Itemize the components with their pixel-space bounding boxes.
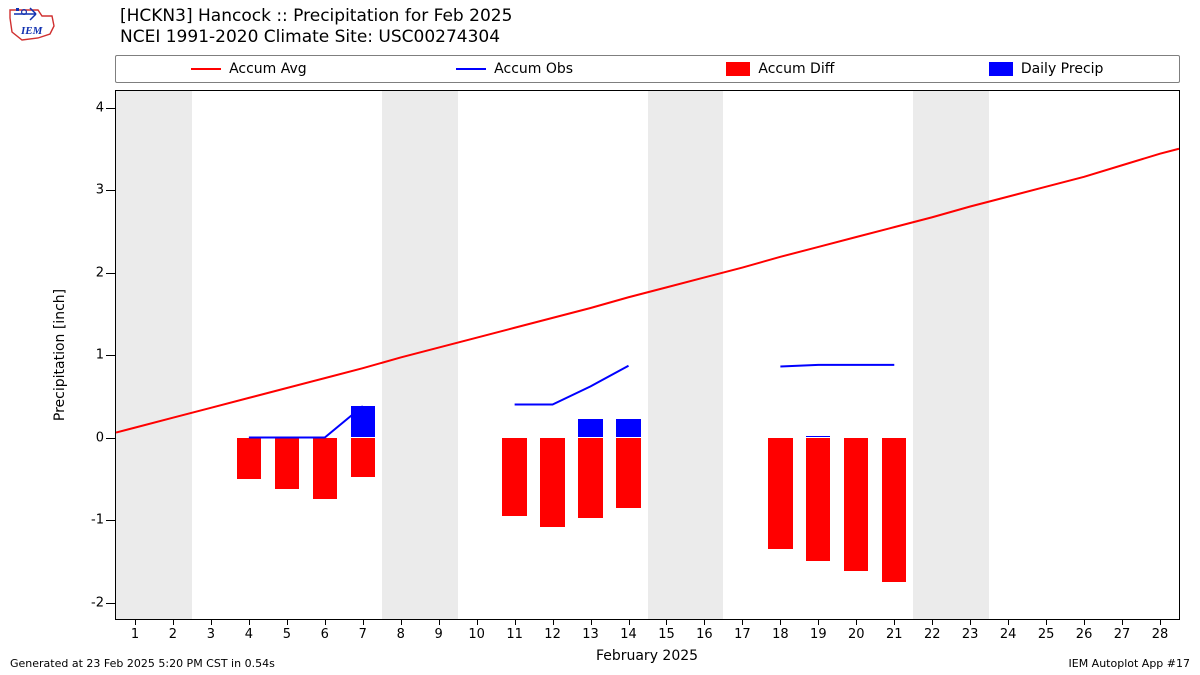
x-tick [780,619,781,625]
accum-obs-line [249,406,363,437]
x-tick-label: 22 [924,627,941,642]
legend-daily-precip: Daily Precip [913,61,1179,77]
x-tick-label: 8 [397,627,405,642]
x-tick-label: 6 [321,627,329,642]
x-tick-label: 10 [468,627,485,642]
x-tick [818,619,819,625]
title-line-1: [HCKN3] Hancock :: Precipitation for Feb… [120,6,512,27]
footer-app: IEM Autoplot App #17 [1069,657,1191,670]
x-tick [970,619,971,625]
legend-accum-obs: Accum Obs [382,61,648,77]
x-tick-label: 9 [435,627,443,642]
legend-patch-red [726,62,750,76]
chart-plot-area: -2-1012341234567891011121314151617181920… [115,90,1180,620]
y-tick-label: 2 [96,265,104,280]
x-tick-label: 24 [1000,627,1017,642]
x-tick [932,619,933,625]
x-tick [439,619,440,625]
x-tick-label: 16 [696,627,713,642]
x-tick [1046,619,1047,625]
x-tick [894,619,895,625]
legend-label: Accum Avg [229,61,307,77]
x-tick [629,619,630,625]
y-tick-label: 0 [96,430,104,445]
legend-accum-diff: Accum Diff [648,61,914,77]
y-tick-label: 4 [96,100,104,115]
y-tick-label: -2 [91,595,104,610]
x-tick-label: 15 [658,627,675,642]
x-tick [287,619,288,625]
x-tick-label: 13 [582,627,599,642]
legend-patch-blue [989,62,1013,76]
x-tick-label: 17 [734,627,751,642]
x-tick-label: 1 [131,627,139,642]
y-tick [106,355,116,356]
y-tick [106,520,116,521]
legend-label: Daily Precip [1021,61,1104,77]
x-tick-label: 4 [245,627,253,642]
x-tick-label: 2 [169,627,177,642]
x-tick-label: 23 [962,627,979,642]
x-tick-label: 5 [283,627,291,642]
title-line-2: NCEI 1991-2020 Climate Site: USC00274304 [120,27,512,48]
x-tick [515,619,516,625]
x-tick-label: 21 [886,627,903,642]
accum-avg-line [116,149,1179,433]
x-tick [591,619,592,625]
y-tick [106,603,116,604]
x-tick [135,619,136,625]
legend-line-blue [456,68,486,70]
chart-lines [116,91,1179,619]
x-tick [742,619,743,625]
x-tick-label: 14 [620,627,637,642]
x-tick-label: 19 [810,627,827,642]
chart-legend: Accum Avg Accum Obs Accum Diff Daily Pre… [115,55,1180,83]
y-tick-label: 3 [96,183,104,198]
x-tick [325,619,326,625]
x-tick [211,619,212,625]
x-tick [666,619,667,625]
x-tick-label: 11 [506,627,523,642]
y-tick [106,108,116,109]
x-axis-label: February 2025 [596,648,698,664]
svg-text:IEM: IEM [20,25,44,37]
x-tick [553,619,554,625]
x-tick [173,619,174,625]
y-tick-label: -1 [91,513,104,528]
legend-accum-avg: Accum Avg [116,61,382,77]
x-tick [704,619,705,625]
x-tick-label: 28 [1152,627,1169,642]
x-tick-label: 20 [848,627,865,642]
x-tick-label: 12 [544,627,561,642]
x-tick [1008,619,1009,625]
x-tick-label: 7 [359,627,367,642]
y-axis-label: Precipitation [inch] [52,289,68,421]
x-tick [856,619,857,625]
x-tick [249,619,250,625]
x-tick-label: 26 [1076,627,1093,642]
iem-logo: IEM [8,4,58,44]
x-tick [1084,619,1085,625]
y-tick-label: 1 [96,348,104,363]
x-tick-label: 3 [207,627,215,642]
x-tick [363,619,364,625]
chart-title: [HCKN3] Hancock :: Precipitation for Feb… [120,6,512,49]
x-tick-label: 27 [1114,627,1131,642]
legend-line-red [191,68,221,70]
y-tick [106,273,116,274]
footer-generated: Generated at 23 Feb 2025 5:20 PM CST in … [10,657,275,670]
x-tick-label: 18 [772,627,789,642]
y-tick [106,438,116,439]
legend-label: Accum Diff [758,61,834,77]
x-tick [1160,619,1161,625]
x-tick-label: 25 [1038,627,1055,642]
y-tick [106,190,116,191]
x-tick [1122,619,1123,625]
accum-obs-line [780,365,894,367]
legend-label: Accum Obs [494,61,573,77]
x-tick [401,619,402,625]
accum-obs-line [515,366,629,405]
x-tick [477,619,478,625]
